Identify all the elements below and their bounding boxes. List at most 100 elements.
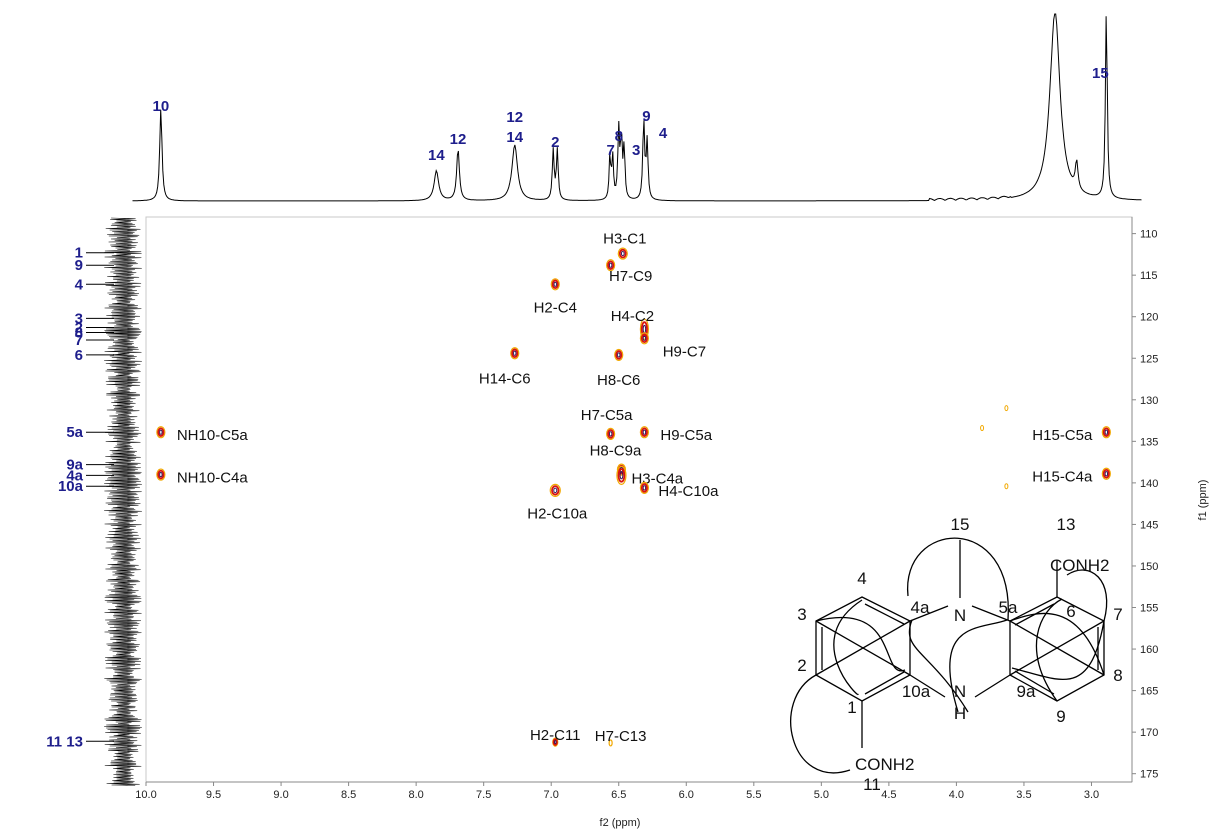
proton-peak-label: 3	[632, 142, 640, 159]
cross-peak	[639, 426, 650, 439]
atom-label: N	[954, 606, 966, 625]
atom-label: 11	[863, 775, 881, 794]
proton-peak-label: 15	[1092, 65, 1109, 82]
cross-peak-label: H15-C4a	[1032, 469, 1093, 486]
cross-peak-label: H4-C10a	[658, 483, 719, 500]
cross-peak-label: H7-C5a	[581, 407, 633, 424]
x-tick-label: 4.0	[949, 789, 964, 801]
x-tick-label: 3.0	[1084, 789, 1099, 801]
x-tick-label: 8.5	[341, 789, 356, 801]
atom-label: H	[954, 704, 966, 723]
cross-peak-label: H7-C13	[595, 728, 647, 745]
atom-label: 15	[951, 515, 970, 534]
hmbc-arrow	[790, 674, 851, 774]
x-axis-ticks: 10.0 9.5 9.0 8.5 8.0 7.5 7.0 6.5 6.0 5.5 5.0 4.5 4.0…	[135, 782, 1099, 801]
cross-peak	[156, 426, 166, 439]
cross-peak	[639, 332, 650, 345]
y-tick-label: 145	[1140, 519, 1158, 531]
hmbc-arrow	[1035, 598, 1063, 702]
cross-peak	[606, 259, 616, 272]
x-tick-label: 8.0	[408, 789, 423, 801]
carbon-peak-label: 1	[75, 245, 83, 262]
cross-peak-label: NH10-C5a	[177, 427, 249, 444]
right-ring-cross	[1009, 620, 1105, 676]
atom-label: CONH2	[1050, 556, 1110, 575]
hmbc-arrow	[949, 619, 1008, 713]
cross-peak	[156, 468, 166, 481]
atom-label: 1	[847, 698, 856, 717]
left-ring-double-bond	[864, 671, 905, 695]
y-tick-label: 165	[1140, 686, 1158, 698]
cross-peak-label: H3-C1	[603, 231, 646, 248]
proton-peak-label: 2	[551, 134, 559, 151]
molecule-structure	[790, 537, 1108, 774]
carbon-1d-projection	[104, 217, 142, 787]
hmbc-arrow	[833, 599, 863, 695]
atom-label: 4a	[911, 598, 930, 617]
cross-peak-label: H8-C6	[597, 372, 640, 389]
atom-label: N	[954, 682, 966, 701]
x-tick-label: 5.0	[814, 789, 829, 801]
atom-label: 7	[1113, 605, 1122, 624]
proton-peak-label: 12 14	[506, 109, 523, 146]
cross-peak	[552, 737, 559, 747]
plot-frame	[145, 216, 1133, 783]
x-tick-label: 10.0	[135, 789, 156, 801]
cross-peak-label: H2-C10a	[527, 505, 588, 522]
carbon-peak-label: 4	[75, 276, 84, 293]
x-tick-label: 9.0	[273, 789, 288, 801]
cross-peak-label: H8-C9a	[590, 443, 642, 460]
cross-peak-label: H2-C11	[530, 727, 581, 744]
cross-peak-label: H14-C6	[479, 370, 531, 387]
carbon-peak-label: 3	[75, 310, 83, 327]
proton-peak-label: 14	[428, 147, 445, 164]
y-tick-label: 115	[1140, 270, 1158, 282]
artifact-peak	[1004, 483, 1009, 490]
proton-peak-label: 10	[153, 98, 170, 115]
hmbc-arrow	[908, 619, 969, 713]
cross-peak-label: H4-C2	[611, 308, 654, 325]
y-tick-label: 135	[1140, 436, 1158, 448]
x-tick-label: 9.5	[206, 789, 221, 801]
atom-label: 9	[1056, 707, 1065, 726]
cross-peak-label: H15-C5a	[1032, 427, 1093, 444]
hmbc-arrow	[907, 537, 1009, 621]
y-axis-ticks: 110 115 120 125 130 135 140 145 150 155 160 165 170 1…	[1132, 229, 1158, 781]
right-ring-double-bond	[1014, 670, 1055, 695]
carbon-peak-label: 8	[75, 324, 83, 341]
proton-peak-label: 9	[642, 108, 650, 125]
cross-peak	[550, 278, 560, 291]
atom-label: 4	[857, 569, 866, 588]
proton-peak-label: 7	[606, 142, 614, 159]
hmbc-arrow	[815, 616, 906, 672]
artifact-peak	[980, 425, 985, 432]
x-tick-label: 6.0	[679, 789, 694, 801]
carbon-peak-label: 6	[75, 347, 83, 364]
atom-label: 9a	[1017, 682, 1036, 701]
atom-label: 3	[797, 605, 806, 624]
x-axis-title: f2 (ppm)	[600, 817, 641, 829]
bond-n5-5a	[971, 605, 1011, 622]
carbon-peak-label: 10a	[58, 478, 84, 495]
y-tick-label: 120	[1140, 312, 1158, 324]
carbon-peak-label: 9	[75, 257, 83, 274]
atom-label: 5a	[999, 598, 1018, 617]
cross-peak-label: H2-C4	[534, 299, 577, 316]
y-tick-label: 140	[1140, 478, 1158, 490]
y-axis-title: f1 (ppm)	[1197, 480, 1209, 521]
x-tick-label: 4.5	[881, 789, 896, 801]
hmbc-arrow	[1011, 620, 1105, 680]
proton-peak-label: 8	[615, 128, 623, 145]
left-ring	[815, 596, 911, 702]
y-tick-label: 130	[1140, 395, 1158, 407]
y-tick-label: 155	[1140, 603, 1158, 615]
carbon-peak-label: 5a	[66, 424, 83, 441]
atom-label: 6	[1066, 602, 1075, 621]
cross-peak	[617, 247, 628, 260]
cross-peak	[510, 347, 520, 360]
cross-peak-label: H9-C5a	[660, 427, 712, 444]
